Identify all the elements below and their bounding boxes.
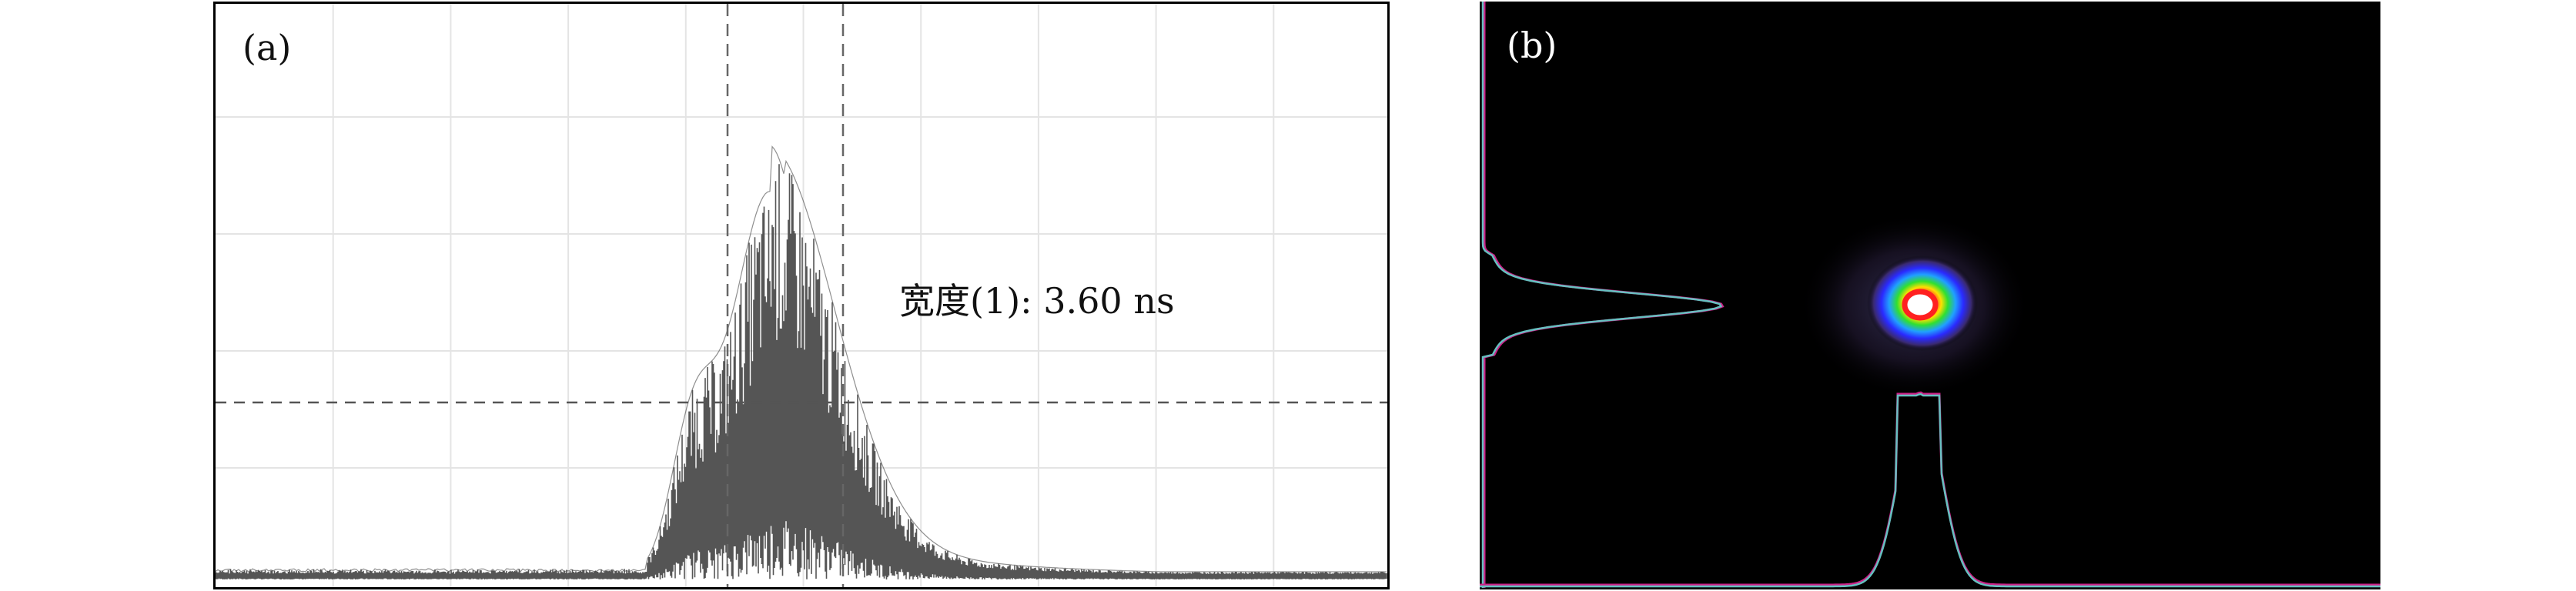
pulse-trace [216,164,1387,579]
panel-b-label: (b) [1507,25,1557,66]
beam-profile-image [1480,2,2380,589]
beam-spot [1867,255,1978,351]
vertical-profile-teal [1483,2,1721,588]
panel-a-label: (a) [243,27,291,68]
vertical-profile-magenta [1484,2,1722,588]
pulse-width-annotation: 宽度(1): 3.60 ns [899,273,1175,324]
horizontal-profile-teal [1480,394,2380,586]
panel-b-beam-profile: (b) [1480,2,2380,589]
horizontal-profile-magenta [1480,392,2380,585]
horizontal-profile-curve [1480,392,2380,586]
oscilloscope-plot [216,4,1387,587]
panel-a-oscilloscope: (a) 宽度(1): 3.60 ns [213,2,1390,589]
vertical-profile-curve [1483,2,1722,588]
